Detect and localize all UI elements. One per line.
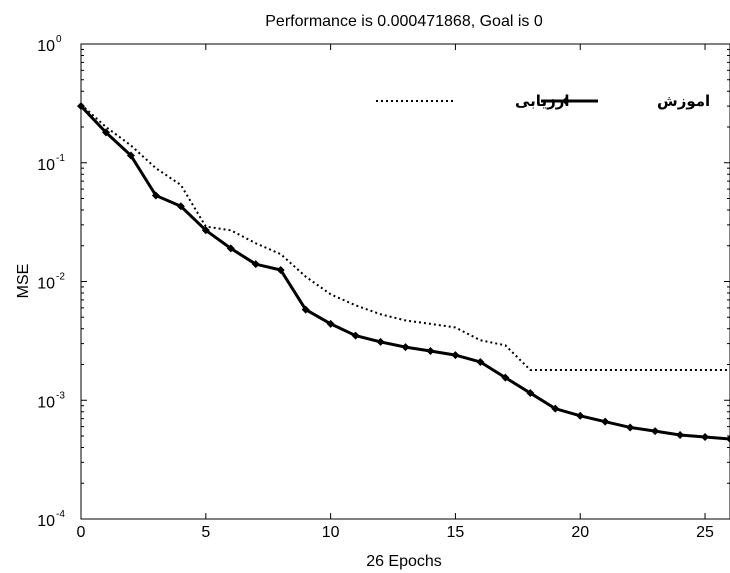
training-point bbox=[276, 265, 285, 274]
training-point bbox=[101, 128, 110, 137]
training-point bbox=[376, 337, 385, 346]
training-point bbox=[451, 351, 460, 360]
training-point bbox=[401, 343, 410, 352]
y-tick-label: 10 bbox=[37, 394, 55, 411]
training-point bbox=[526, 389, 535, 398]
training-point bbox=[351, 331, 360, 340]
training-point bbox=[676, 430, 685, 439]
plot-frame bbox=[80, 43, 730, 520]
training-point bbox=[576, 411, 585, 420]
series-line-training bbox=[79, 105, 730, 441]
training-point bbox=[601, 417, 610, 426]
x-tick-label: 15 bbox=[447, 524, 465, 541]
training-point bbox=[726, 434, 730, 443]
y-tick-exponent: 0 bbox=[56, 34, 62, 45]
training-point bbox=[501, 373, 510, 382]
training-point bbox=[226, 244, 235, 253]
training-point bbox=[126, 151, 135, 160]
training-point bbox=[301, 305, 310, 314]
y-tick-label: 10 bbox=[37, 38, 55, 55]
training-point bbox=[426, 346, 435, 355]
legend-label-training: اموزش bbox=[657, 92, 710, 110]
y-tick-label: 10 bbox=[37, 157, 55, 174]
x-tick-label: 5 bbox=[201, 524, 210, 541]
y-tick-exponent: -4 bbox=[56, 509, 65, 520]
training-point bbox=[701, 433, 710, 442]
y-axis-label: MSE bbox=[15, 264, 32, 299]
training-point bbox=[476, 357, 485, 366]
y-tick-label: 10 bbox=[37, 276, 55, 293]
legend-swatch-training bbox=[541, 97, 598, 105]
series-line-validation bbox=[80, 103, 730, 371]
x-tick-label: 25 bbox=[696, 524, 714, 541]
training-point bbox=[626, 423, 635, 432]
y-tick-label: 10 bbox=[37, 513, 55, 530]
x-tick-label: 0 bbox=[77, 524, 86, 541]
x-tick-label: 20 bbox=[571, 524, 589, 541]
training-point bbox=[176, 202, 185, 211]
y-tick-exponent: -3 bbox=[56, 390, 65, 401]
y-tick-exponent: -1 bbox=[56, 153, 65, 164]
chart-title: Performance is 0.000471868, Goal is 0 bbox=[265, 13, 543, 30]
x-axis-label: 26 Epochs bbox=[366, 553, 442, 570]
training-point bbox=[77, 102, 85, 111]
training-point bbox=[551, 404, 560, 413]
training-point bbox=[326, 319, 335, 328]
training-point bbox=[201, 226, 210, 235]
training-point bbox=[651, 427, 660, 436]
y-tick-exponent: -2 bbox=[56, 272, 65, 283]
x-tick-label: 10 bbox=[322, 524, 340, 541]
training-point bbox=[251, 260, 260, 269]
training-point bbox=[151, 191, 160, 200]
series-layer bbox=[77, 102, 730, 443]
legend: ارزیابی اموزش bbox=[376, 92, 710, 110]
